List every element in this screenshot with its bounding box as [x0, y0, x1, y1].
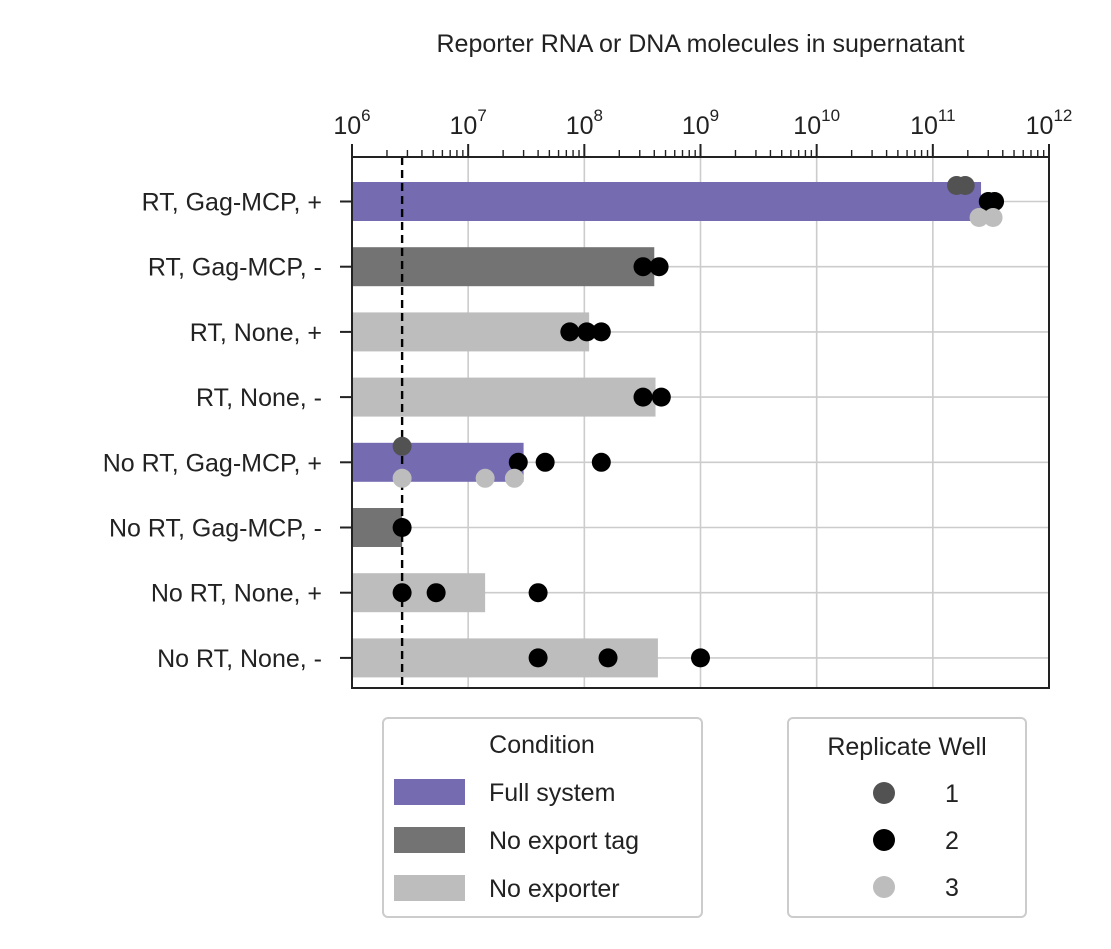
data-point-well-2 [508, 452, 528, 472]
legend-box [787, 717, 1027, 918]
data-point-well-2 [392, 583, 412, 603]
data-point-well-3 [392, 468, 412, 488]
legend-title: Replicate Well [827, 733, 986, 761]
legend-label: No exporter [489, 875, 620, 903]
data-point-well-2 [528, 583, 548, 603]
data-point-well-1 [392, 436, 412, 456]
bar-1 [352, 247, 655, 287]
bar-2 [352, 312, 590, 352]
data-point-well-2 [426, 583, 446, 603]
legend-marker [873, 829, 895, 851]
x-tick-label: 1010 [793, 106, 840, 140]
bar-4 [352, 442, 524, 482]
legend-label: 2 [945, 827, 959, 855]
data-point-well-2 [528, 648, 548, 668]
data-point-well-3 [983, 208, 1003, 227]
replicate-points [392, 176, 1005, 668]
y-tick-label: RT, Gag-MCP, + [142, 189, 322, 217]
x-tick-label: 106 [333, 106, 370, 140]
x-tick-label: 1011 [910, 106, 955, 140]
y-tick-label: RT, Gag-MCP, - [148, 254, 322, 282]
y-tick-label: No RT, None, + [151, 580, 322, 608]
legend-label: 3 [945, 874, 959, 902]
data-point-well-3 [969, 208, 989, 227]
data-point-well-2 [649, 257, 669, 277]
x-tick-label: 1012 [1026, 106, 1073, 140]
y-tick-label: No RT, None, - [157, 645, 322, 673]
legend-replicate: Replicate Well 1 2 3 [787, 717, 1027, 918]
data-point-well-2 [633, 387, 653, 407]
y-tick-label: RT, None, + [190, 319, 322, 347]
data-point-well-2 [392, 518, 412, 537]
x-tick-label: 108 [566, 106, 603, 140]
bar-0 [352, 182, 982, 221]
legend-title: Condition [489, 731, 595, 759]
y-tick-label: No RT, Gag-MCP, + [103, 449, 322, 477]
data-point-well-2 [633, 257, 653, 277]
data-point-well-2 [598, 648, 618, 668]
x-axis-ticks: 106 107 108 109 1010 1011 1012 [333, 106, 1072, 157]
chart-title: Reporter RNA or DNA molecules in superna… [436, 30, 964, 58]
legend-label: Full system [489, 779, 615, 807]
legend-swatch [394, 827, 465, 853]
data-point-well-1 [955, 176, 975, 195]
bar-6 [352, 573, 486, 613]
data-point-well-2 [535, 452, 555, 472]
legend-condition: Condition Full system No export tag No expo… [382, 717, 703, 918]
y-axis: RT, Gag-MCP, + RT, Gag-MCP, - RT, None, + R… [103, 189, 352, 673]
bar-3 [352, 377, 656, 417]
data-point-well-2 [985, 192, 1005, 211]
data-point-well-2 [651, 387, 671, 407]
data-point-well-2 [591, 322, 611, 342]
bars [352, 182, 982, 678]
legend-label: No export tag [489, 827, 639, 855]
data-point-well-2 [577, 322, 597, 342]
y-tick-label: RT, None, - [196, 384, 322, 412]
legend-marker [873, 782, 895, 804]
legend-box [382, 717, 703, 918]
legend-marker [873, 876, 895, 898]
data-point-well-3 [504, 468, 524, 488]
data-point-well-2 [591, 452, 611, 472]
x-tick-label: 109 [682, 106, 719, 140]
y-tick-label: No RT, Gag-MCP, - [109, 515, 322, 543]
data-point-well-2 [560, 322, 580, 342]
legend-label: 1 [945, 780, 959, 808]
legend-swatch [394, 875, 465, 901]
data-point-well-2 [691, 648, 710, 668]
x-tick-label: 107 [450, 106, 487, 140]
legend-swatch [394, 779, 465, 805]
data-point-well-3 [475, 468, 495, 488]
